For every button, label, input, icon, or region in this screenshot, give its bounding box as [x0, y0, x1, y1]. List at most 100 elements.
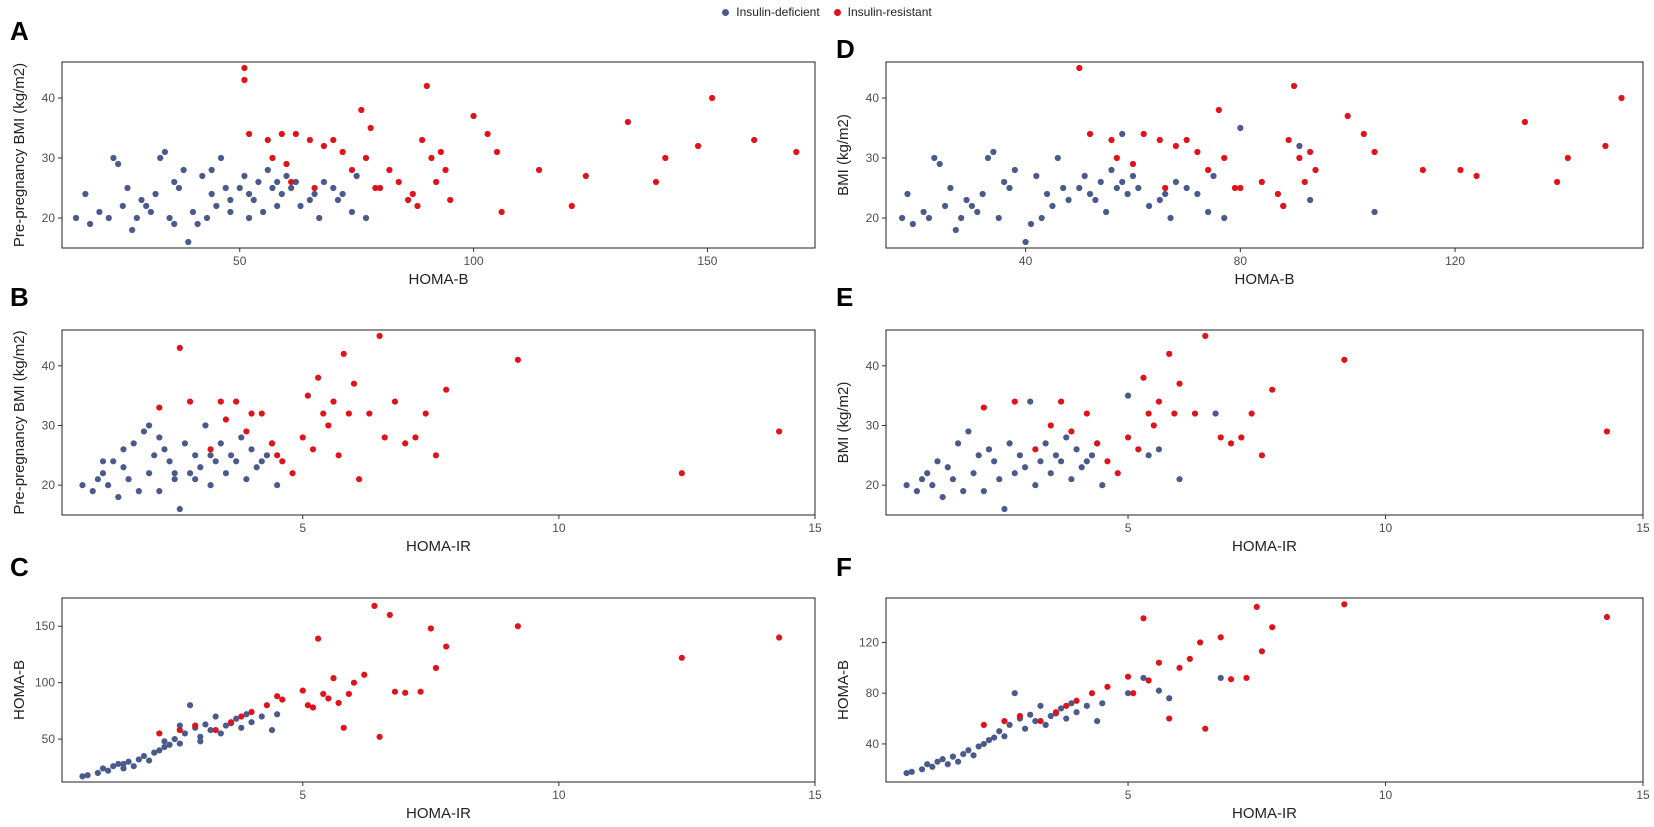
point-c-deficient-35 — [274, 711, 281, 718]
x-axis-title-d: HOMA-B — [1235, 271, 1295, 288]
point-b-deficient-33 — [253, 464, 260, 471]
y-tick-label-f-1: 80 — [866, 686, 880, 700]
point-a-resistant-27 — [428, 154, 435, 162]
point-a-deficient-0 — [72, 214, 80, 222]
point-d-deficient-39 — [1124, 190, 1131, 198]
point-e-resistant-19 — [1191, 410, 1199, 417]
point-f-deficient-2 — [918, 766, 926, 773]
point-d-deficient-20 — [1011, 166, 1018, 174]
point-f-deficient-18 — [1001, 733, 1008, 740]
point-b-deficient-43 — [99, 458, 107, 465]
plot-frame-a — [61, 61, 816, 249]
point-e-deficient-6 — [939, 493, 946, 501]
point-a-deficient-51 — [362, 214, 370, 222]
point-e-resistant-10 — [1124, 434, 1132, 441]
point-b-deficient-26 — [217, 440, 224, 447]
plot-frame-d — [885, 61, 1644, 249]
point-b-deficient-28 — [227, 452, 235, 459]
point-f-deficient-40 — [1217, 674, 1224, 682]
point-b-deficient-30 — [238, 434, 245, 441]
x-axis-title-c: HOMA-IR — [406, 805, 471, 822]
y-tick-label-c-0: 50 — [42, 732, 56, 746]
point-c-deficient-37 — [161, 738, 168, 745]
legend: Insulin-deficient Insulin-resistant — [0, 2, 1654, 22]
point-b-resistant-29 — [391, 398, 399, 405]
point-b-resistant-21 — [335, 452, 342, 459]
y-tick-label-f-0: 40 — [866, 737, 880, 751]
point-a-deficient-28 — [222, 184, 229, 192]
point-d-resistant-27 — [1371, 148, 1378, 156]
point-e-resistant-18 — [1176, 380, 1183, 387]
point-e-deficient-31 — [1068, 476, 1075, 483]
x-tick-label-b-1: 10 — [552, 521, 566, 535]
panel-letter-b: B — [10, 282, 29, 312]
plot-frame-f — [885, 597, 1644, 783]
point-c-resistant-29 — [432, 664, 440, 672]
point-d-resistant-4 — [1129, 160, 1137, 168]
point-c-deficient-13 — [151, 749, 158, 756]
point-b-resistant-14 — [299, 434, 306, 441]
point-e-deficient-39 — [1145, 452, 1152, 459]
point-c-deficient-36 — [120, 760, 127, 768]
point-b-resistant-7 — [243, 428, 250, 435]
point-e-deficient-22 — [1021, 464, 1029, 471]
point-f-deficient-1 — [908, 768, 915, 775]
point-d-deficient-11 — [963, 196, 970, 204]
point-a-deficient-20 — [180, 166, 187, 174]
point-f-deficient-20 — [1011, 690, 1018, 697]
point-a-deficient-26 — [213, 202, 220, 210]
panel-e: E 5 10 15 20 30 40 HOMA-IR BMI (kg/m2) — [835, 282, 1650, 555]
point-d-resistant-35 — [1618, 94, 1625, 102]
point-c-resistant-20 — [350, 679, 358, 686]
point-e-deficient-8 — [949, 476, 957, 483]
point-f-resistant-22 — [1253, 603, 1260, 610]
point-c-resistant-32 — [678, 654, 685, 661]
point-d-deficient-16 — [990, 148, 997, 156]
point-a-deficient-5 — [110, 154, 117, 162]
point-a-resistant-36 — [535, 166, 543, 174]
point-d-deficient-50 — [1210, 172, 1217, 180]
point-a-resistant-16 — [362, 154, 370, 162]
point-a-deficient-54 — [208, 166, 215, 174]
x-tick-label-b-0: 5 — [299, 521, 306, 535]
point-c-deficient-3 — [99, 765, 107, 772]
point-a-deficient-8 — [124, 184, 131, 192]
point-a-resistant-43 — [709, 94, 716, 102]
point-a-resistant-2 — [245, 130, 253, 138]
point-b-resistant-3 — [207, 446, 214, 453]
point-f-deficient-12 — [970, 752, 977, 759]
point-f-resistant-18 — [1202, 725, 1209, 732]
point-d-resistant-34 — [1602, 142, 1609, 150]
point-b-resistant-6 — [233, 398, 240, 405]
point-b-deficient-39 — [120, 446, 127, 453]
point-f-resistant-4 — [1052, 709, 1060, 716]
point-f-deficient-22 — [1021, 725, 1029, 732]
point-d-deficient-55 — [1307, 196, 1314, 204]
panel-letter-d: D — [836, 34, 855, 64]
point-c-deficient-20 — [186, 702, 194, 709]
point-a-resistant-32 — [470, 112, 477, 120]
point-a-deficient-9 — [129, 226, 136, 234]
point-b-deficient-32 — [248, 446, 255, 453]
point-e-resistant-3 — [1047, 422, 1054, 429]
point-d-deficient-56 — [1371, 208, 1378, 216]
point-d-deficient-3 — [920, 208, 927, 216]
point-d-resistant-10 — [1194, 148, 1201, 156]
point-a-deficient-6 — [115, 160, 122, 168]
panel-a: A 50 100 150 20 30 40 HOMA-B Pre-pregnancy BMI (… — [10, 16, 816, 288]
point-a-resistant-8 — [292, 130, 299, 138]
point-f-deficient-15 — [985, 737, 993, 744]
point-e-deficient-7 — [944, 464, 951, 471]
point-f-deficient-6 — [939, 756, 946, 763]
series-d-insulin-deficient — [899, 124, 1378, 246]
point-c-resistant-13 — [315, 635, 322, 642]
point-d-deficient-54 — [1296, 142, 1303, 150]
point-f-deficient-39 — [1166, 695, 1173, 702]
panel-c: C 5 10 15 50 100 150 HOMA-IR HOMA-B — [10, 552, 822, 822]
point-b-deficient-16 — [166, 458, 173, 465]
point-d-resistant-32 — [1553, 178, 1561, 186]
point-c-resistant-9 — [279, 696, 286, 703]
point-d-deficient-57 — [1119, 130, 1126, 138]
point-b-deficient-25 — [212, 458, 219, 465]
point-c-deficient-38 — [176, 722, 183, 729]
